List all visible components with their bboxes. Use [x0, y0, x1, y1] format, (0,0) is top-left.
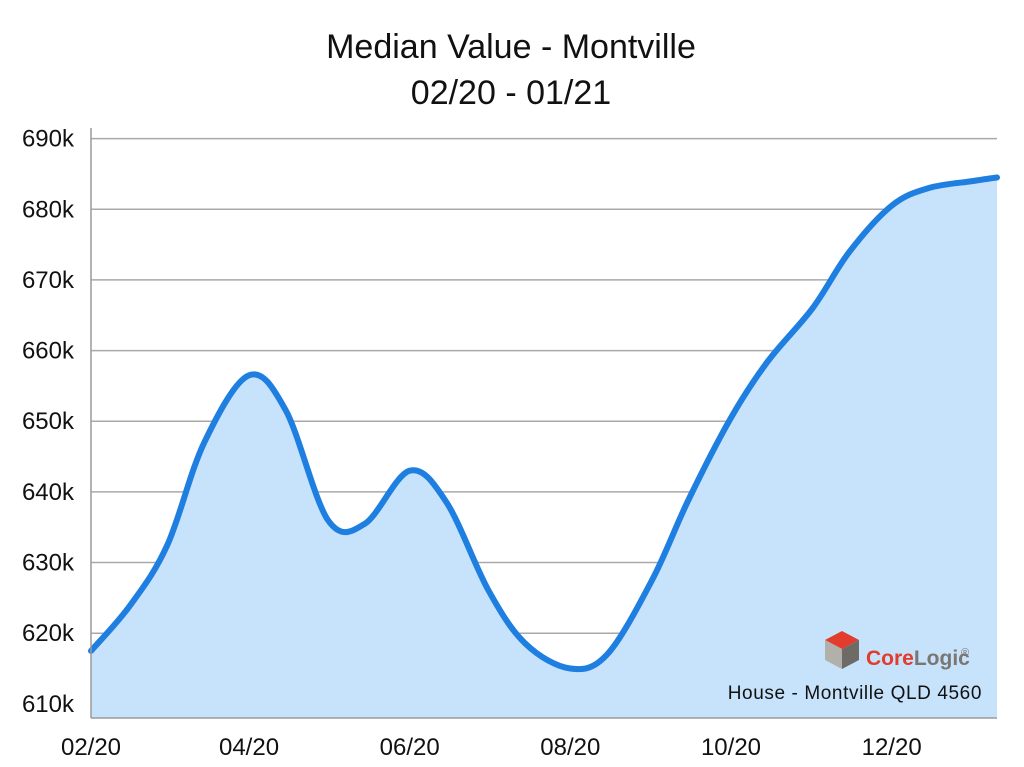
y-tick-labels: 690k 680k 670k 660k 650k 640k 630k 620k 610k [22, 126, 75, 718]
series-area-fill [91, 177, 997, 718]
chart-subtitle: 02/20 - 01/21 [411, 74, 611, 112]
x-tick-labels: 02/20 04/20 06/20 08/20 10/20 12/20 [61, 734, 922, 761]
y-tick-label: 630k [22, 550, 75, 577]
corelogic-logo: CoreLogic ® [825, 631, 970, 670]
x-tick-label: 04/20 [219, 734, 279, 761]
x-tick-label: 10/20 [701, 734, 761, 761]
brand-name: CoreLogic [866, 647, 970, 670]
plot-area [88, 174, 1000, 718]
x-tick-label: 08/20 [540, 734, 600, 761]
y-tick-label: 690k [22, 126, 75, 153]
brand-trademark: ® [961, 647, 969, 659]
series-line [88, 174, 1000, 673]
y-tick-label: 680k [22, 196, 75, 223]
y-tick-label: 610k [22, 691, 75, 718]
axes [90, 128, 997, 719]
corelogic-cube-icon [825, 631, 859, 669]
x-tick-label: 12/20 [862, 734, 922, 761]
property-caption: House - Montville QLD 4560 [728, 683, 982, 704]
y-tick-label: 670k [22, 267, 75, 294]
x-tick-label: 02/20 [61, 734, 121, 761]
y-tick-label: 660k [22, 338, 75, 365]
x-tick-label: 06/20 [380, 734, 440, 761]
y-tick-label: 640k [22, 479, 75, 506]
y-tick-label: 650k [22, 408, 75, 435]
chart-title: Median Value - Montville [326, 28, 696, 66]
y-tick-label: 620k [22, 620, 75, 647]
